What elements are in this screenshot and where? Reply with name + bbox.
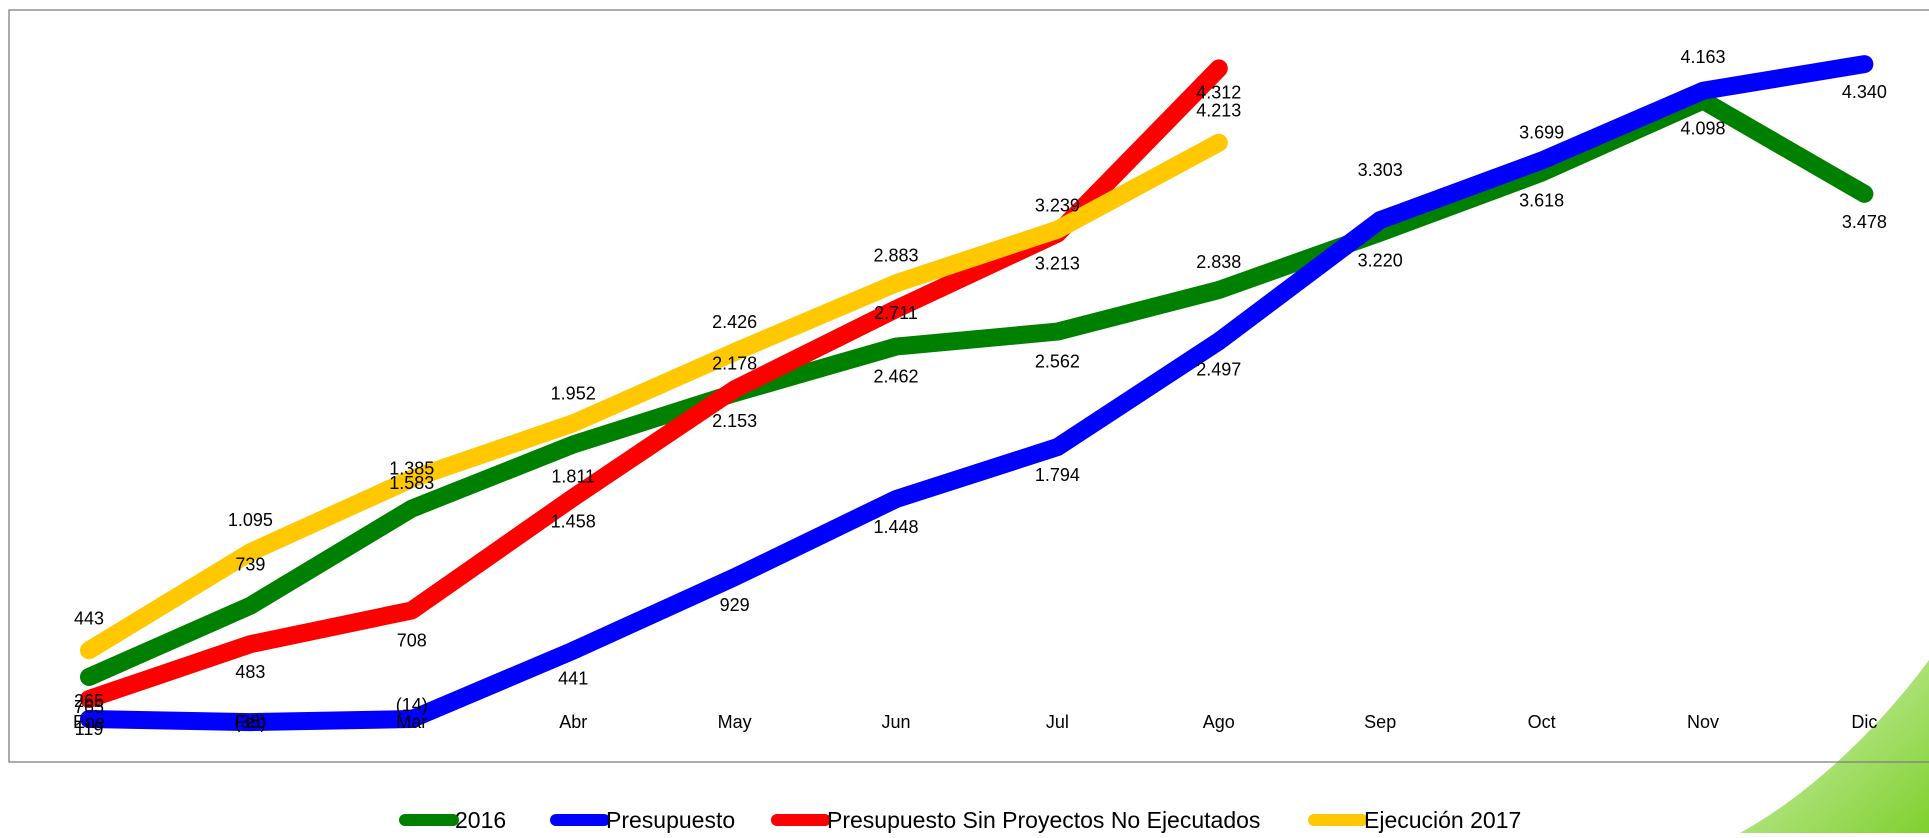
data-label: 119 bbox=[75, 719, 104, 739]
data-label: 2.838 bbox=[1196, 252, 1241, 272]
data-label: 441 bbox=[558, 669, 588, 689]
data-label: 4.312 bbox=[1196, 82, 1241, 102]
data-label: (35) bbox=[234, 712, 266, 732]
data-label: 4.098 bbox=[1680, 119, 1725, 139]
legend-label: Presupuesto Sin Proyectos No Ejecutados bbox=[827, 807, 1260, 833]
x-tick-label: Abr bbox=[559, 712, 587, 732]
data-label: 2.562 bbox=[1035, 352, 1080, 372]
data-label-layer: 265 739 1.385 1.811 2.153 2.462 2.562 2.838 3.22… bbox=[74, 47, 1887, 739]
x-tick-label: Nov bbox=[1687, 712, 1719, 732]
data-label: 2.426 bbox=[712, 312, 757, 332]
data-label: 4.213 bbox=[1196, 101, 1241, 121]
data-label: 265 bbox=[74, 691, 104, 711]
data-label: 739 bbox=[235, 555, 265, 575]
x-tick-label: May bbox=[718, 712, 752, 732]
data-label: 4.163 bbox=[1680, 47, 1725, 67]
x-tick-label: Mar bbox=[396, 712, 427, 732]
data-label: 2.497 bbox=[1196, 359, 1241, 379]
x-tick-label: Jul bbox=[1046, 712, 1069, 732]
data-label: 3.478 bbox=[1842, 212, 1887, 232]
data-label: 4.340 bbox=[1842, 82, 1887, 102]
data-label: 2.711 bbox=[874, 303, 918, 323]
x-tick-label: Ago bbox=[1203, 712, 1235, 732]
legend-label: 2016 bbox=[455, 807, 506, 833]
series-line-0 bbox=[80, 91, 1874, 686]
data-label: 3.303 bbox=[1358, 160, 1403, 180]
x-tick-label: Oct bbox=[1528, 712, 1556, 732]
data-label: 443 bbox=[74, 608, 104, 628]
data-label: 1.448 bbox=[873, 517, 918, 537]
data-label: 765 bbox=[74, 697, 104, 717]
data-label: 1.458 bbox=[551, 512, 596, 532]
data-label: 3.618 bbox=[1519, 191, 1564, 211]
legend: 2016 Presupuesto Presupuesto Sin Proyectos… bbox=[399, 807, 1521, 833]
decorative-swoosh bbox=[1740, 660, 1929, 833]
series-layer bbox=[80, 55, 1874, 732]
series-line-1 bbox=[80, 55, 1874, 732]
x-axis: Ene Feb Mar Abr May Jun Jul Ago Sep Oct Nov Dic bbox=[73, 712, 1877, 732]
x-tick-label: Feb bbox=[235, 712, 266, 732]
legend-label: Ejecución 2017 bbox=[1364, 807, 1521, 833]
data-label: 1.583 bbox=[389, 473, 434, 493]
data-label: 483 bbox=[235, 662, 265, 682]
plot-area-frame bbox=[8, 9, 1929, 763]
data-label: 1.811 bbox=[551, 467, 595, 487]
data-label: (14) bbox=[396, 695, 428, 715]
data-label: 708 bbox=[397, 630, 427, 650]
data-label: 1.794 bbox=[1035, 465, 1080, 485]
data-label: 2.883 bbox=[873, 245, 918, 265]
data-label: 929 bbox=[720, 595, 750, 615]
data-label: 1.095 bbox=[228, 510, 273, 530]
data-label: 1.385 bbox=[389, 459, 434, 479]
data-label: 2.153 bbox=[712, 411, 757, 431]
x-tick-label: Ene bbox=[73, 712, 105, 732]
data-label: 2.178 bbox=[712, 353, 757, 373]
x-tick-label: Dic bbox=[1851, 712, 1877, 732]
data-label: 3.699 bbox=[1519, 123, 1564, 143]
x-tick-label: Jun bbox=[881, 712, 910, 732]
data-label: 3.220 bbox=[1358, 251, 1403, 271]
legend-label: Presupuesto bbox=[606, 807, 735, 833]
data-label: 3.239 bbox=[1035, 196, 1080, 216]
data-label: 2.462 bbox=[873, 367, 918, 387]
x-tick-label: Sep bbox=[1364, 712, 1396, 732]
series-line-3 bbox=[80, 133, 1228, 660]
data-label: 3.213 bbox=[1035, 254, 1080, 274]
data-label: 1.952 bbox=[551, 383, 596, 403]
